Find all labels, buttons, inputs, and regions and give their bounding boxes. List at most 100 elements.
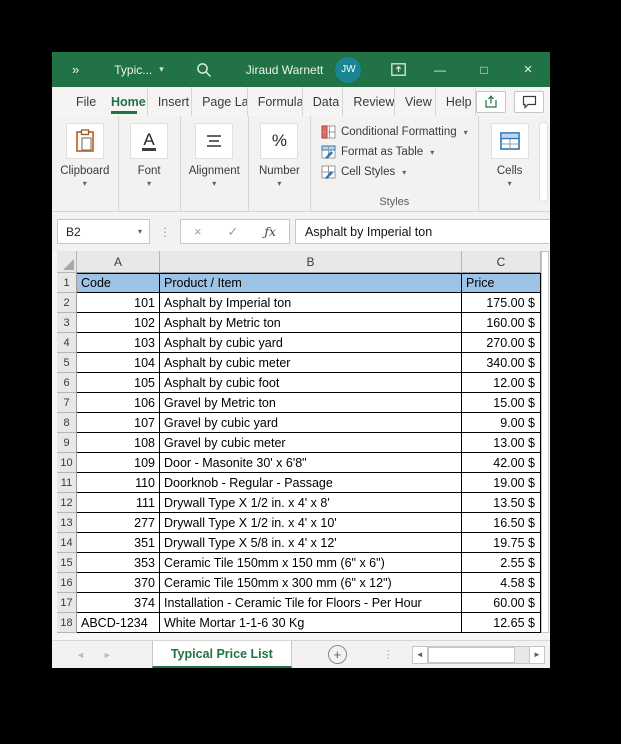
chevron-down-icon[interactable]: ▾ [277,179,282,188]
tab-formulas[interactable]: Formula [248,87,303,116]
row-number-cell[interactable]: 16 [57,573,77,593]
tab-insert[interactable]: Insert [148,87,193,116]
cancel-entry-icon[interactable]: × [193,224,202,239]
row-number-cell[interactable]: 15 [57,553,77,573]
code-cell[interactable]: 105 [77,373,160,393]
row-number-cell[interactable]: 2 [57,293,77,313]
product-cell[interactable]: Asphalt by Metric ton [160,313,462,333]
scroll-left-icon[interactable]: ◄ [411,645,428,664]
tab-page-layout[interactable]: Page La [192,87,248,116]
tab-review[interactable]: Review [343,87,395,116]
ribbon-display-options-icon[interactable] [378,52,418,87]
column-header-a[interactable]: A [77,251,160,273]
product-cell[interactable]: Ceramic Tile 150mm x 300 mm (6" x 12") [160,573,462,593]
share-icon[interactable] [476,90,506,113]
row-number-cell[interactable]: 9 [57,433,77,453]
quick-access-overflow-icon[interactable]: » [72,62,79,77]
search-icon[interactable] [196,62,212,78]
product-cell[interactable]: Asphalt by Imperial ton [160,293,462,313]
horizontal-scroll-thumb[interactable] [427,646,515,663]
row-number-cell[interactable]: 10 [57,453,77,473]
code-cell[interactable]: 353 [77,553,160,573]
row-number-cell[interactable]: 14 [57,533,77,553]
code-cell[interactable]: ABCD-1234 [77,613,160,633]
tab-help[interactable]: Help [436,87,476,116]
tab-data[interactable]: Data [303,87,344,116]
minimize-button[interactable]: — [434,62,446,77]
row-number-cell[interactable]: 12 [57,493,77,513]
tab-view[interactable]: View [395,87,436,116]
row-number-cell[interactable]: 4 [57,333,77,353]
product-cell[interactable]: Drywall Type X 1/2 in. x 4' x 10' [160,513,462,533]
price-cell[interactable]: 4.58 $ [462,573,541,593]
price-cell[interactable]: 19.00 $ [462,473,541,493]
row-number-cell[interactable]: 6 [57,373,77,393]
close-button[interactable]: × [523,61,533,78]
row-number-cell[interactable]: 8 [57,413,77,433]
header-code-cell[interactable]: Code [77,273,160,293]
price-cell[interactable]: 340.00 $ [462,353,541,373]
product-cell[interactable]: White Mortar 1-1-6 30 Kg [160,613,462,633]
cell-styles-button[interactable]: Cell Styles ▾ [319,162,470,182]
confirm-entry-icon[interactable]: ✓ [227,223,239,239]
product-cell[interactable]: Gravel by cubic yard [160,413,462,433]
paste-icon[interactable] [65,123,104,159]
chevron-down-icon[interactable]: ▾ [82,179,87,188]
price-cell[interactable]: 15.00 $ [462,393,541,413]
code-cell[interactable]: 108 [77,433,160,453]
price-cell[interactable]: 2.55 $ [462,553,541,573]
product-cell[interactable]: Gravel by cubic meter [160,433,462,453]
column-header-c[interactable]: C [462,251,541,273]
alignment-icon[interactable] [195,123,234,159]
code-cell[interactable]: 107 [77,413,160,433]
column-header-b[interactable]: B [160,251,462,273]
product-cell[interactable]: Asphalt by cubic yard [160,333,462,353]
conditional-formatting-button[interactable]: Conditional Formatting ▾ [319,122,470,142]
alignment-group[interactable]: Alignment ▾ [181,116,249,211]
code-cell[interactable]: 102 [77,313,160,333]
code-cell[interactable]: 351 [77,533,160,553]
product-cell[interactable]: Installation - Ceramic Tile for Floors -… [160,593,462,613]
vertical-scrollbar[interactable] [541,251,549,633]
name-box[interactable]: B2 ▾ [57,219,150,244]
product-cell[interactable]: Ceramic Tile 150mm x 150 mm (6" x 6") [160,553,462,573]
row-number-cell[interactable]: 7 [57,393,77,413]
code-cell[interactable]: 106 [77,393,160,413]
row-number-cell[interactable]: 11 [57,473,77,493]
tab-file[interactable]: File [76,94,97,109]
row-number-cell[interactable]: 18 [57,613,77,633]
product-cell[interactable]: Asphalt by cubic meter [160,353,462,373]
price-cell[interactable]: 12.65 $ [462,613,541,633]
code-cell[interactable]: 111 [77,493,160,513]
comment-icon[interactable] [514,90,544,113]
clipboard-group[interactable]: Clipboard ▾ [52,116,119,211]
product-cell[interactable]: Drywall Type X 5/8 in. x 4' x 12' [160,533,462,553]
insert-function-icon[interactable]: ƒx [264,224,277,239]
price-cell[interactable]: 60.00 $ [462,593,541,613]
select-all-corner[interactable] [57,251,77,273]
product-cell[interactable]: Drywall Type X 1/2 in. x 4' x 8' [160,493,462,513]
cells-group[interactable]: Cells ▾ [479,116,541,211]
product-cell[interactable]: Gravel by Metric ton [160,393,462,413]
product-cell[interactable]: Door - Masonite 30' x 6'8" [160,453,462,473]
document-title[interactable]: Typic... ▾ [114,63,164,77]
font-group[interactable]: A Font ▾ [119,116,181,211]
format-as-table-button[interactable]: Format as Table ▾ [319,142,470,162]
code-cell[interactable]: 370 [77,573,160,593]
row-number-cell[interactable]: 13 [57,513,77,533]
price-cell[interactable]: 19.75 $ [462,533,541,553]
chevron-down-icon[interactable]: ▾ [147,179,152,188]
horizontal-scroll-track[interactable] [427,645,529,664]
price-cell[interactable]: 16.50 $ [462,513,541,533]
cells-icon[interactable] [490,123,529,159]
price-cell[interactable]: 160.00 $ [462,313,541,333]
product-cell[interactable]: Asphalt by cubic foot [160,373,462,393]
add-sheet-icon[interactable]: + [327,645,347,664]
price-cell[interactable]: 270.00 $ [462,333,541,353]
price-cell[interactable]: 13.00 $ [462,433,541,453]
row-number-cell[interactable]: 1 [57,273,77,293]
price-cell[interactable]: 42.00 $ [462,453,541,473]
formula-input[interactable] [295,219,550,244]
price-cell[interactable]: 175.00 $ [462,293,541,313]
row-number-cell[interactable]: 5 [57,353,77,373]
